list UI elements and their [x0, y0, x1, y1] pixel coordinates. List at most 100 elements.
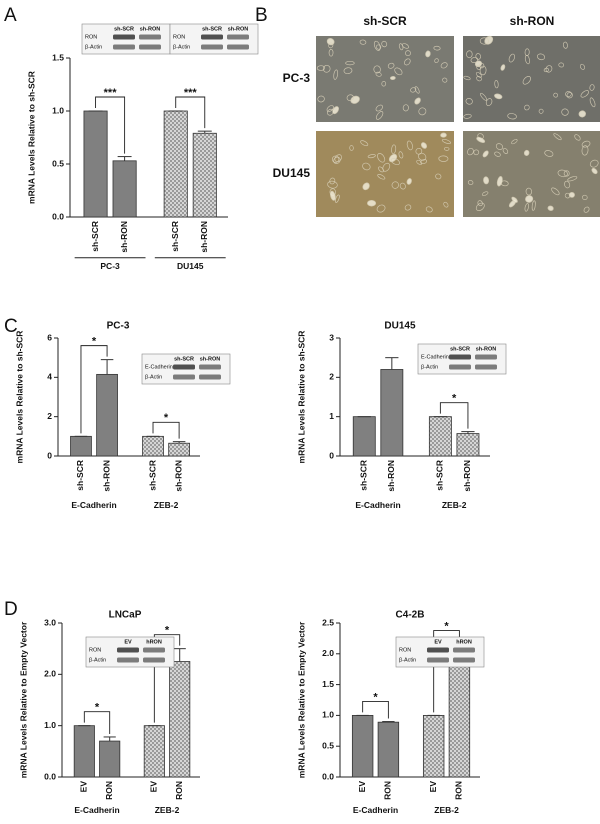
cell — [442, 77, 448, 83]
bar — [163, 110, 188, 218]
blot-column-label: sh-RON — [476, 346, 497, 352]
cell — [485, 98, 493, 107]
blot-band — [173, 374, 195, 380]
cell — [579, 63, 585, 70]
cell — [334, 154, 342, 163]
cell — [382, 162, 391, 172]
blot-row-label: β-Actin — [85, 44, 102, 50]
panel-letter: B — [255, 5, 268, 26]
y-tick-label: 1.0 — [44, 720, 56, 730]
cell — [479, 37, 489, 45]
cell — [531, 200, 536, 211]
blot-row-label: RON — [85, 34, 97, 40]
significance-label: *** — [104, 87, 118, 99]
cell — [402, 104, 409, 112]
y-tick-label: 1.0 — [52, 105, 64, 115]
significance-label: * — [373, 691, 378, 703]
column-label: sh-SCR — [363, 14, 407, 28]
cell — [475, 202, 485, 211]
cell — [415, 147, 423, 155]
blot-column-label: sh-RON — [140, 26, 161, 32]
y-tick-label: 3 — [329, 332, 334, 342]
cell — [589, 159, 599, 168]
cell — [475, 53, 481, 60]
cell — [525, 195, 534, 203]
cell — [327, 180, 338, 189]
x-tick-label: RON — [454, 781, 464, 800]
blot-column-label: hRON — [146, 639, 162, 645]
cell — [410, 87, 417, 93]
blot-band — [201, 44, 223, 50]
x-tick-label: RON — [174, 781, 184, 800]
bar — [169, 661, 191, 778]
cell — [375, 111, 384, 120]
group-label: E-Cadherin — [71, 500, 116, 510]
significance-label: * — [95, 702, 100, 714]
cell — [441, 138, 452, 144]
cell — [467, 180, 474, 185]
cell — [425, 50, 431, 58]
cell — [317, 95, 325, 103]
panel-letter: A — [4, 5, 17, 26]
blot-band — [449, 354, 471, 360]
cell — [578, 110, 587, 118]
y-axis-label: mRNA Levels Relative to sh-SCR — [296, 331, 306, 464]
y-tick-label: 0 — [47, 450, 52, 460]
blot-column-label: sh-SCR — [202, 26, 222, 32]
y-tick-label: 3.0 — [44, 617, 56, 627]
cell — [589, 84, 595, 91]
blot-band — [227, 44, 249, 50]
blot-column-label: hRON — [456, 639, 472, 645]
bar — [73, 725, 95, 778]
y-tick-label: 0 — [329, 450, 334, 460]
chart-title: DU145 — [384, 321, 416, 332]
cell — [425, 206, 433, 213]
significance-bracket — [439, 402, 469, 429]
significance-bracket — [95, 96, 126, 154]
bar — [143, 725, 165, 778]
bar — [96, 373, 118, 457]
significance-bracket — [153, 634, 181, 723]
cell — [463, 75, 471, 81]
panel-letter: D — [4, 599, 18, 620]
y-tick-label: 6 — [47, 332, 52, 342]
group-label: PC-3 — [100, 261, 120, 271]
cell — [567, 176, 578, 182]
blot-band — [453, 657, 475, 663]
cell — [326, 105, 334, 112]
blot-band — [139, 44, 161, 50]
group-label: ZEB-2 — [155, 805, 180, 815]
micrograph-image — [463, 36, 600, 122]
cell — [328, 42, 334, 49]
blot-column-label: sh-SCR — [174, 356, 194, 362]
cell — [390, 157, 400, 166]
y-tick-label: 1.5 — [322, 679, 334, 689]
cell — [544, 150, 554, 157]
cell — [420, 159, 428, 165]
cell — [362, 182, 370, 191]
bar — [142, 435, 164, 457]
significance-label: *** — [184, 87, 198, 99]
cell — [565, 91, 572, 98]
cell — [401, 43, 410, 49]
x-tick-label: sh-SCR — [90, 221, 100, 252]
cell — [523, 149, 530, 156]
cell — [328, 48, 334, 57]
x-tick-label: EV — [79, 781, 89, 793]
cell — [349, 145, 354, 151]
bar — [192, 132, 217, 218]
cell — [406, 140, 413, 151]
cell — [524, 203, 529, 212]
cell — [399, 182, 406, 190]
bar — [83, 110, 108, 218]
cell — [467, 147, 474, 156]
cell — [553, 92, 558, 98]
cell — [391, 181, 399, 189]
blot-column-label: sh-RON — [200, 356, 221, 362]
group-label: ZEB-2 — [154, 500, 179, 510]
blot-band — [113, 44, 135, 50]
cell — [581, 145, 589, 156]
blot-row-label: RON — [173, 34, 185, 40]
cell — [581, 140, 591, 148]
x-tick-label: sh-RON — [386, 460, 396, 492]
